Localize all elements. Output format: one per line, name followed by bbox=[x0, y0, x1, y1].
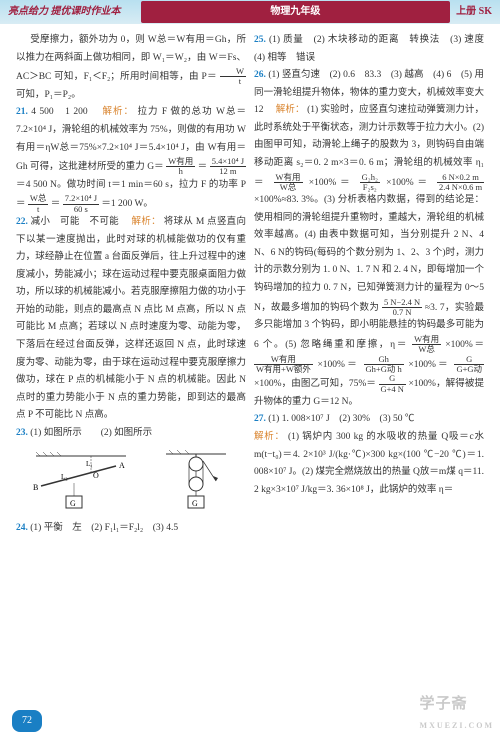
question-number: 22. bbox=[16, 217, 28, 227]
question-21: 21. 4 500 1 200 解析： 拉力 F 做的总功 W总＝7.2×10⁴… bbox=[16, 104, 246, 214]
text: 将球从 M 点竖直向下以某一速度抛出，此时对球的机械能做功的仅有重力，球经静止在… bbox=[16, 217, 246, 420]
text: 可知，P₁＝P₂。 bbox=[16, 90, 81, 100]
label-A: A bbox=[119, 461, 125, 470]
watermark-sub: MXUEZI.COM bbox=[420, 719, 494, 734]
fraction: W有用W总 bbox=[274, 173, 303, 193]
text: ×100%＝ bbox=[309, 178, 354, 188]
paragraph: 受摩擦力，额外功为 0，则 W总＝W有用＝Gh，所以推力在两斜面上做功相同，即 … bbox=[16, 32, 246, 104]
watermark: 学子斋 MXUEZI.COM bbox=[420, 691, 494, 734]
question-number: 21. bbox=[16, 107, 28, 117]
question-22: 22. 减小 可能 不可能 解析： 将球从 M 点竖直向下以某一速度抛出，此时对… bbox=[16, 214, 246, 425]
label-L2: L₂ bbox=[61, 473, 68, 481]
label-O: O bbox=[93, 471, 99, 480]
fraction: GG+4 N bbox=[379, 374, 406, 394]
text: ×100%＝ bbox=[445, 340, 484, 350]
header-title-right: 上册 SK bbox=[456, 3, 492, 22]
watermark-main: 学子斋 bbox=[420, 696, 468, 712]
content-area: 受摩擦力，额外功为 0，则 W总＝W有用＝Gh，所以推力在两斜面上做功相同，即 … bbox=[0, 24, 500, 710]
text: (1) 质量 (2) 木块移动的距离 转换法 (3) 速度 (4) 相等 错误 bbox=[254, 35, 494, 63]
text: ＝1 200 W。 bbox=[101, 199, 153, 209]
fraction: Wt bbox=[220, 67, 246, 87]
text: ×100%≈83. 3%。(3) 分析表格内数据，得到的结论是：使用相同的滑轮组… bbox=[254, 195, 484, 312]
fraction: 5.4×10⁴ J12 m bbox=[210, 157, 246, 177]
page-number: 72 bbox=[12, 710, 42, 733]
question-24: 24. (1) 平衡 左 (2) F₁l₁＝F₂l₂ (3) 4.5 bbox=[16, 520, 246, 538]
text: 减小 可能 不可能 bbox=[31, 217, 129, 227]
fraction: W有用W有用+W额外 bbox=[254, 355, 313, 375]
header-title-mid: 物理九年级 bbox=[141, 1, 451, 24]
question-number: 26. bbox=[254, 70, 266, 80]
text: ×100%＝ bbox=[386, 178, 431, 188]
header-title-left: 亮点给力 提优课时作业本 bbox=[8, 3, 121, 22]
fraction: W总t bbox=[28, 194, 49, 214]
label-G2: G bbox=[192, 499, 198, 508]
analysis-label: 解析： bbox=[254, 432, 285, 442]
question-number: 23. bbox=[16, 428, 28, 438]
question-number: 27. bbox=[254, 414, 266, 424]
label-G: G bbox=[70, 499, 76, 508]
analysis-label: 解析： bbox=[276, 105, 305, 115]
text: ＝ bbox=[51, 199, 61, 209]
text: 受摩擦力，额外功为 0，则 W总＝W有用＝Gh，所以推力在两斜面上做功相同，即 … bbox=[16, 35, 246, 82]
fraction: 7.2×10⁴ J60 s bbox=[63, 194, 99, 214]
diagram-row: A L₁ L₂ B O G bbox=[16, 446, 246, 516]
question-number: 24. bbox=[16, 523, 28, 533]
text: (1) 锅炉内 300 kg 的水吸收的热量 Q吸＝c水 m(t−t₀)＝4. … bbox=[254, 432, 484, 495]
text: (1) 如图所示 (2) 如图所示 bbox=[30, 428, 152, 438]
text: ×100%＝ bbox=[408, 360, 449, 370]
fraction: G₂h₂F₂s₂ bbox=[360, 173, 380, 193]
fraction: 6 N×0.2 m2.4 N×0.6 m bbox=[437, 173, 484, 193]
fraction: GhGh+G动 h bbox=[364, 355, 404, 375]
lever-diagram: A L₁ L₂ B O G bbox=[31, 446, 131, 516]
question-26: 26. (1) 竖直匀速 (2) 0.6 83.3 (3) 越高 (4) 6 (… bbox=[254, 67, 484, 411]
analysis-label: 解析： bbox=[103, 107, 135, 117]
text: ＝ bbox=[198, 162, 208, 172]
fraction: W有用W总 bbox=[412, 335, 441, 355]
question-27: 27. (1) 1. 008×10⁷ J (2) 30% (3) 50 ℃ 解析… bbox=[254, 411, 484, 499]
label-B: B bbox=[33, 483, 38, 492]
left-column: 受摩擦力，额外功为 0，则 W总＝W有用＝Gh，所以推力在两斜面上做功相同，即 … bbox=[12, 32, 250, 706]
fraction: GG+G动 bbox=[454, 355, 484, 375]
text: 4 500 1 200 bbox=[31, 107, 99, 117]
page-header: 亮点给力 提优课时作业本 物理九年级 上册 SK bbox=[0, 0, 500, 24]
analysis-label: 解析： bbox=[132, 217, 161, 227]
pulley-diagram: G bbox=[161, 446, 231, 516]
fraction: W有用h bbox=[166, 157, 195, 177]
question-23: 23. (1) 如图所示 (2) 如图所示 bbox=[16, 425, 246, 443]
fraction: 5 N−2.4 N0.7 N bbox=[382, 298, 422, 318]
question-number: 25. bbox=[254, 35, 266, 45]
text: ×100%＝ bbox=[317, 360, 358, 370]
label-L1: L₁ bbox=[86, 460, 93, 468]
text: ×100%，由图乙可知，75%＝ bbox=[254, 379, 376, 389]
text: (1) 平衡 左 (2) F₁l₁＝F₂l₂ (3) 4.5 bbox=[30, 523, 178, 533]
right-column: 25. (1) 质量 (2) 木块移动的距离 转换法 (3) 速度 (4) 相等… bbox=[250, 32, 488, 706]
question-25: 25. (1) 质量 (2) 木块移动的距离 转换法 (3) 速度 (4) 相等… bbox=[254, 32, 484, 67]
text: (1) 1. 008×10⁷ J (2) 30% (3) 50 ℃ bbox=[268, 414, 414, 424]
